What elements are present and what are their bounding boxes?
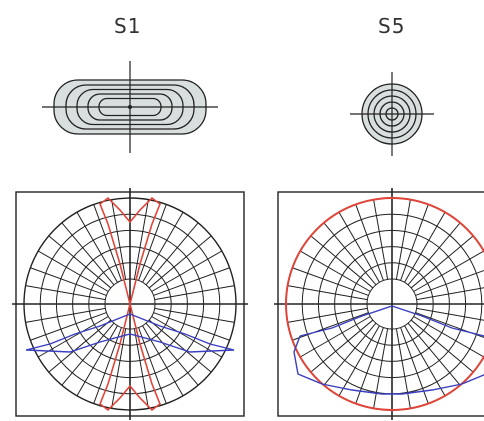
- polar-spoke: [410, 319, 474, 373]
- polar-spoke: [153, 312, 230, 341]
- polar-spoke: [145, 222, 199, 286]
- polar-spoke: [338, 325, 380, 397]
- polar-spoke: [48, 319, 112, 373]
- polar-spoke: [133, 199, 149, 280]
- polar-spoke: [151, 316, 223, 358]
- polar-spoke: [142, 325, 184, 397]
- polar-spoke: [292, 312, 369, 341]
- polar-spoke: [413, 250, 484, 292]
- polar-spoke: [138, 204, 167, 281]
- polar-spoke: [415, 312, 484, 339]
- polar-spoke: [323, 322, 377, 386]
- polar-spoke: [154, 307, 235, 323]
- polar-spoke: [323, 222, 377, 286]
- polar-spoke: [93, 204, 122, 281]
- polar-spoke: [148, 235, 212, 289]
- polar-spoke: [373, 328, 389, 409]
- polar-spoke: [76, 325, 118, 397]
- polar-spoke: [407, 222, 461, 286]
- polar-spoke: [76, 211, 118, 283]
- polar-spoke: [416, 307, 484, 321]
- polar-spoke: [30, 267, 107, 296]
- polar-spoke: [153, 267, 230, 296]
- polar-spoke: [310, 235, 374, 289]
- polar-spoke: [395, 328, 411, 409]
- polar-spoke: [30, 312, 107, 341]
- polar-spoke: [151, 250, 223, 292]
- polar-spoke: [111, 328, 127, 409]
- polar-spoke: [416, 287, 484, 301]
- polar-spoke: [61, 222, 115, 286]
- polar-spoke: [373, 199, 389, 280]
- blue-curve: [293, 305, 484, 395]
- polar-spoke: [142, 211, 184, 283]
- blue-curve-lower: [25, 333, 235, 353]
- polar-grid-s5: [274, 188, 484, 420]
- polar-spoke: [355, 204, 384, 281]
- polar-spoke: [93, 327, 122, 404]
- distribution-curves-s5: [285, 197, 484, 411]
- polar-spoke: [133, 328, 149, 409]
- distribution-curves-s1: [25, 196, 235, 412]
- polar-spoke: [395, 199, 411, 280]
- panel-label-s1: S1: [114, 14, 142, 38]
- polar-spoke: [404, 325, 446, 397]
- polar-spoke: [287, 307, 368, 323]
- polar-spoke: [37, 316, 109, 358]
- polar-spoke: [410, 235, 474, 289]
- polar-spoke: [25, 285, 106, 301]
- panel-label-s5: S5: [378, 14, 406, 38]
- polar-spoke: [138, 327, 167, 404]
- polar-spoke: [37, 250, 109, 292]
- polar-spoke: [299, 316, 371, 358]
- red-lobe-top: [99, 196, 161, 305]
- spot-pattern-s5: [350, 72, 434, 156]
- polar-spoke: [400, 204, 429, 281]
- polar-spoke: [404, 211, 446, 283]
- polar-spoke: [415, 269, 484, 296]
- blue-curve-upper: [25, 313, 235, 351]
- polar-spoke: [407, 322, 461, 386]
- polar-spoke: [287, 285, 368, 301]
- spot-pattern-s1: [42, 61, 218, 153]
- polar-spoke: [148, 319, 212, 373]
- polar-spoke: [25, 307, 106, 323]
- polar-spoke: [310, 319, 374, 373]
- red-circle: [285, 197, 484, 411]
- polar-spoke: [111, 199, 127, 280]
- polar-spoke: [413, 316, 484, 358]
- polar-spoke: [61, 322, 115, 386]
- polar-spoke: [154, 285, 235, 301]
- red-lobe-bottom: [99, 303, 161, 412]
- polar-spoke: [48, 235, 112, 289]
- polar-spoke: [338, 211, 380, 283]
- polar-spoke: [145, 322, 199, 386]
- polar-spoke: [299, 250, 371, 292]
- spot-center: [128, 105, 132, 109]
- polar-spoke: [292, 267, 369, 296]
